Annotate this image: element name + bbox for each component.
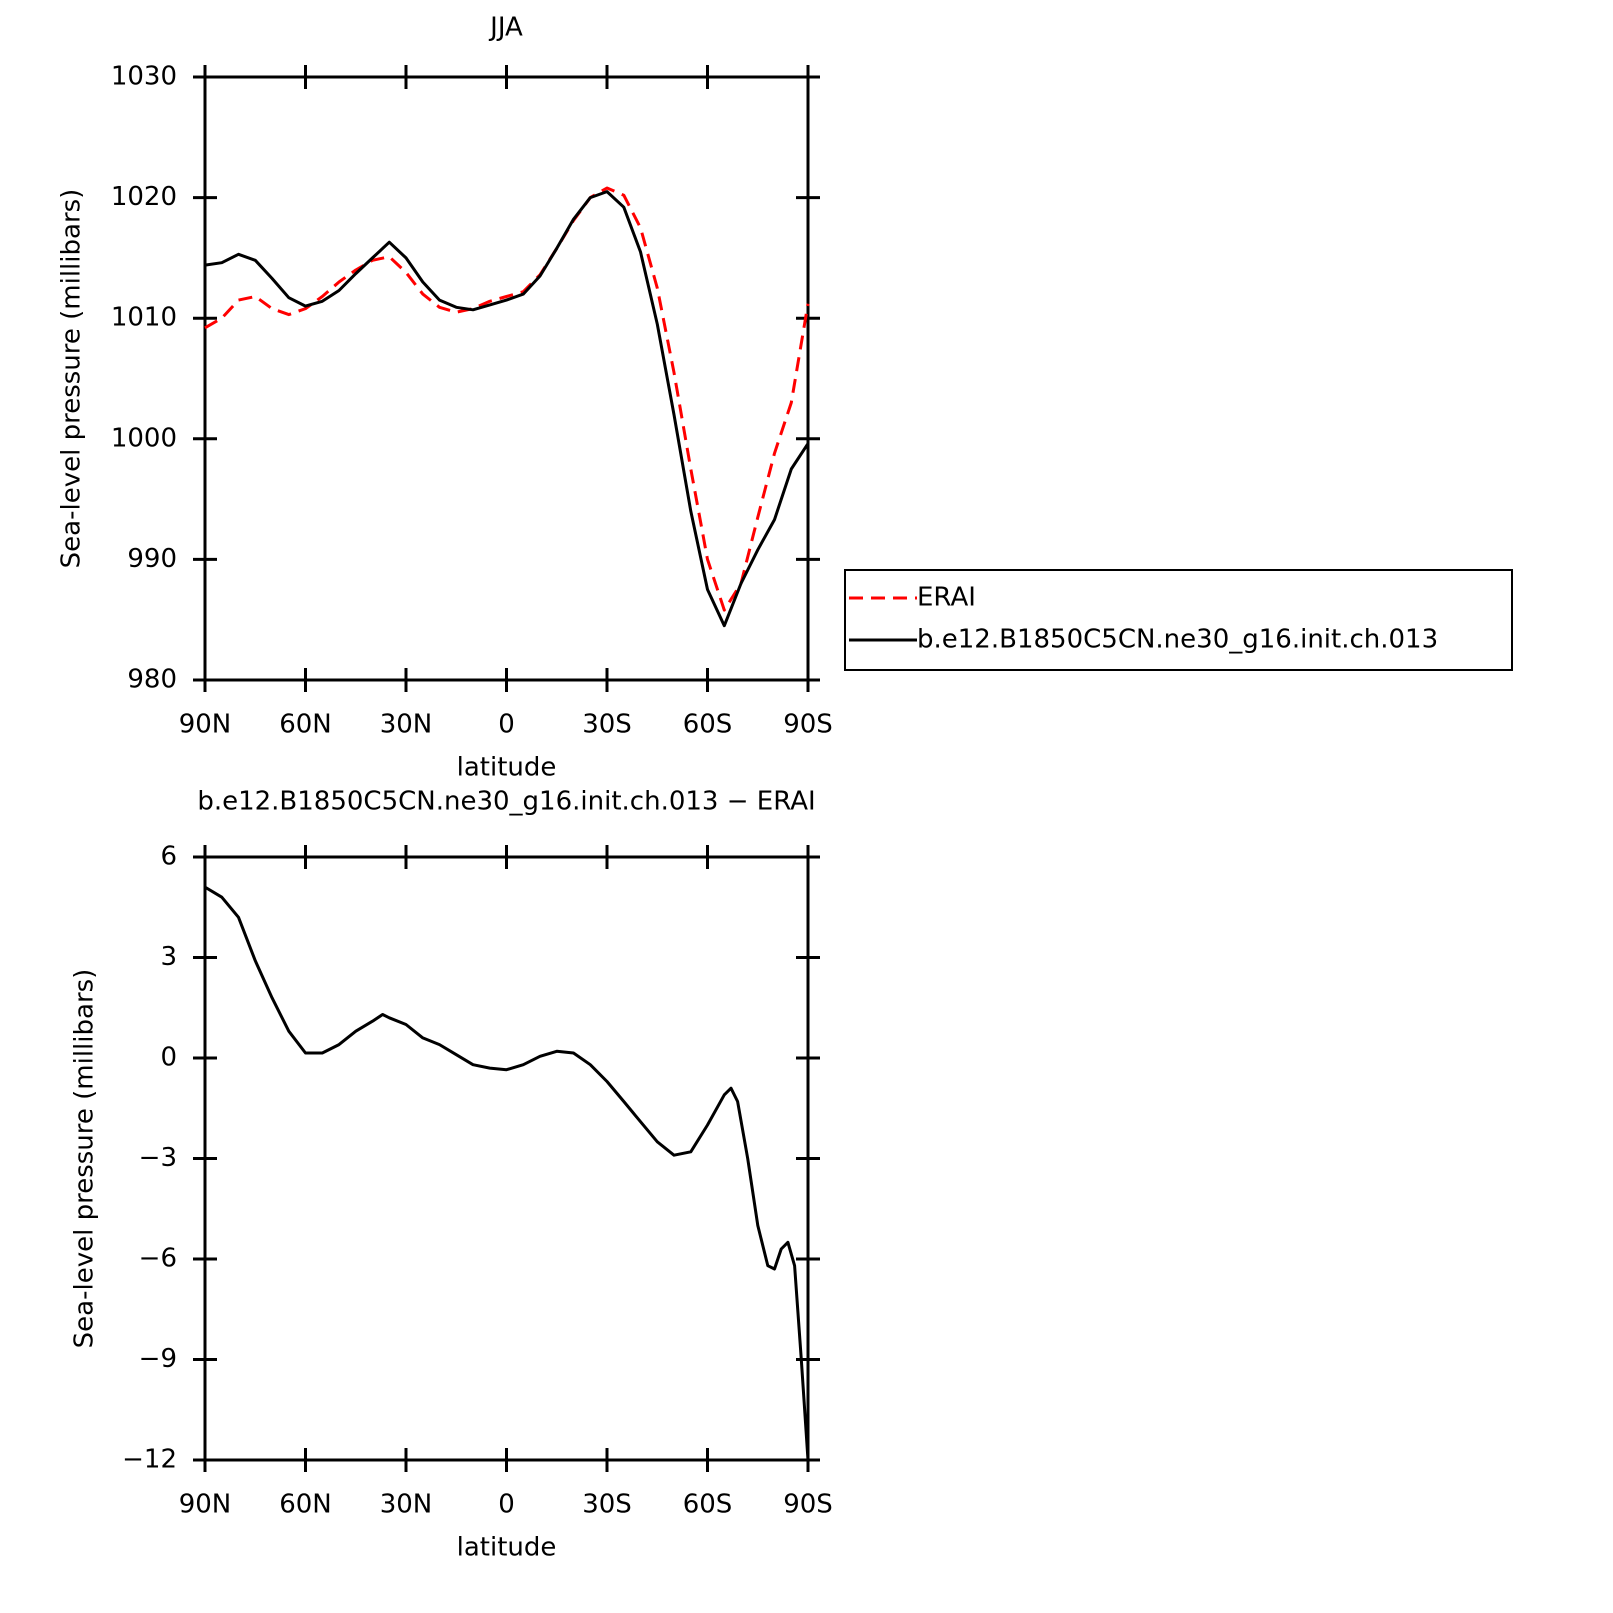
chart-title: b.e12.B1850C5CN.ne30_g16.init.ch.013 − E… xyxy=(197,787,815,817)
y-tick-label: 1000 xyxy=(111,423,177,453)
legend-label: ERAI xyxy=(917,583,976,613)
x-axis-label: latitude xyxy=(457,1533,557,1563)
x-tick-label: 90N xyxy=(179,710,232,740)
y-tick-label: −9 xyxy=(139,1344,177,1374)
y-tick-label: 980 xyxy=(127,665,177,695)
x-tick-label: 60N xyxy=(279,1490,332,1520)
data-line xyxy=(204,190,810,628)
x-tick-label: 90S xyxy=(783,1490,833,1520)
y-tick-label: 6 xyxy=(160,842,177,872)
data-line xyxy=(204,885,810,1461)
y-tick-label: 0 xyxy=(160,1043,177,1073)
x-tick-label: 90N xyxy=(179,1490,232,1520)
y-tick-label: 3 xyxy=(160,942,177,972)
x-tick-label: 30N xyxy=(380,1490,433,1520)
y-tick-label: −6 xyxy=(139,1244,177,1274)
x-tick-label: 30S xyxy=(582,1490,632,1520)
y-tick-label: 1030 xyxy=(111,62,177,92)
plot-frame xyxy=(203,75,810,682)
y-tick-label: −12 xyxy=(122,1445,177,1475)
legend-label: b.e12.B1850C5CN.ne30_g16.init.ch.013 xyxy=(917,625,1438,655)
x-tick-label: 60N xyxy=(279,710,332,740)
x-tick-label: 0 xyxy=(498,710,515,740)
x-tick-label: 90S xyxy=(783,710,833,740)
x-tick-label: 30S xyxy=(582,710,632,740)
x-axis-label: latitude xyxy=(457,753,557,783)
x-tick-label: 30N xyxy=(380,710,433,740)
y-tick-label: −3 xyxy=(139,1143,177,1173)
data-line xyxy=(204,186,810,612)
y-tick-label: 1010 xyxy=(111,303,177,333)
x-tick-label: 60S xyxy=(683,1490,733,1520)
legend-box xyxy=(844,569,1513,671)
chart-title: JJA xyxy=(488,13,523,43)
x-tick-label: 0 xyxy=(498,1490,515,1520)
y-axis-label: Sea-level pressure (millibars) xyxy=(70,969,100,1349)
y-tick-label: 1020 xyxy=(111,182,177,212)
y-tick-label: 990 xyxy=(127,544,177,574)
y-axis-label: Sea-level pressure (millibars) xyxy=(57,189,87,569)
x-tick-label: 60S xyxy=(683,710,733,740)
plot-frame xyxy=(203,855,810,1462)
